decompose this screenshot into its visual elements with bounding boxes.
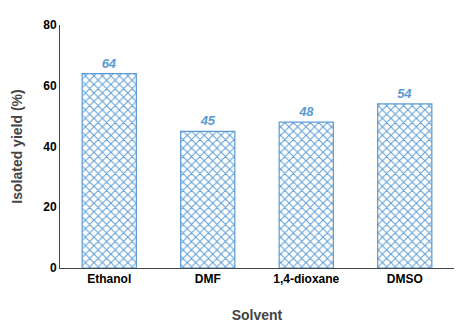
svg-text:DMSO: DMSO: [387, 272, 423, 286]
svg-text:0: 0: [50, 261, 57, 275]
svg-text:Ethanol: Ethanol: [87, 272, 131, 286]
svg-text:DMF: DMF: [195, 272, 221, 286]
svg-text:Solvent: Solvent: [232, 307, 283, 323]
svg-text:1,4-dioxane: 1,4-dioxane: [273, 272, 339, 286]
svg-text:60: 60: [43, 79, 57, 93]
svg-text:80: 80: [43, 18, 57, 32]
svg-text:48: 48: [298, 104, 314, 119]
svg-text:20: 20: [43, 200, 57, 214]
svg-text:64: 64: [102, 56, 117, 71]
svg-text:Isolated yield (%): Isolated yield (%): [9, 89, 25, 203]
svg-text:45: 45: [200, 113, 216, 128]
svg-text:54: 54: [397, 86, 412, 101]
svg-text:40: 40: [43, 140, 57, 154]
